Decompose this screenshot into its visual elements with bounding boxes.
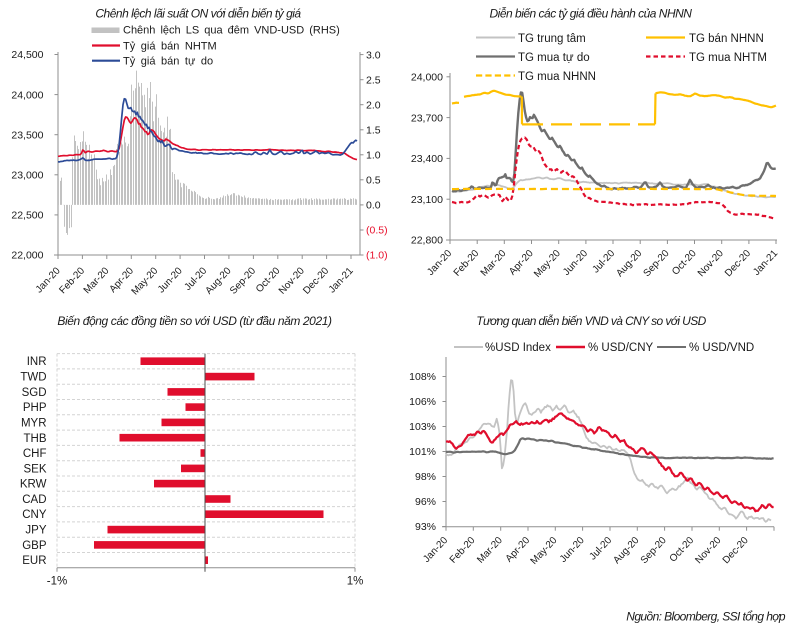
- svg-text:Chênh lệch LS qua đêm VND-USD: Chênh lệch LS qua đêm VND-USD (RHS): [123, 25, 340, 37]
- svg-text:Jan-21: Jan-21: [751, 248, 780, 278]
- svg-text:Nov-20: Nov-20: [693, 535, 723, 566]
- svg-text:MYR: MYR: [21, 417, 47, 429]
- svg-text:Tương quan diễn biến VND và CN: Tương quan diễn biến VND và CNY so với U…: [476, 313, 706, 328]
- svg-text:Mar-20: Mar-20: [475, 535, 505, 566]
- svg-text:Dec-20: Dec-20: [721, 535, 751, 566]
- svg-text:SEK: SEK: [23, 463, 46, 475]
- svg-text:% USD/CNY: % USD/CNY: [588, 342, 654, 354]
- svg-text:1%: 1%: [347, 576, 364, 588]
- svg-text:Diễn biến các tỷ giá điều hành: Diễn biến các tỷ giá điều hành của NHNN: [490, 6, 693, 21]
- svg-text:Jan-20: Jan-20: [425, 248, 454, 278]
- svg-text:TG mua NHTM: TG mua NHTM: [689, 52, 767, 64]
- svg-text:EUR: EUR: [22, 555, 46, 567]
- svg-text:2.0: 2.0: [366, 99, 381, 111]
- svg-text:May-20: May-20: [532, 248, 563, 280]
- svg-text:May-20: May-20: [130, 265, 161, 297]
- svg-text:TG trung tâm: TG trung tâm: [518, 33, 586, 45]
- svg-text:Aug-20: Aug-20: [611, 535, 641, 566]
- svg-text:Oct-20: Oct-20: [668, 535, 697, 565]
- svg-text:Tỷ giá bán tự do: Tỷ giá bán tự do: [123, 56, 213, 68]
- svg-text:24,000: 24,000: [11, 89, 43, 101]
- svg-text:108%: 108%: [409, 371, 436, 383]
- svg-text:3.0: 3.0: [366, 49, 381, 61]
- svg-text:23,700: 23,700: [411, 112, 443, 124]
- svg-text:23,100: 23,100: [411, 194, 443, 206]
- svg-text:Jun-20: Jun-20: [156, 265, 185, 295]
- svg-text:Mar-20: Mar-20: [82, 265, 112, 296]
- svg-text:(1.0): (1.0): [366, 250, 388, 262]
- svg-text:Jun-20: Jun-20: [558, 535, 587, 565]
- svg-text:1.5: 1.5: [366, 124, 381, 136]
- svg-text:Feb-20: Feb-20: [448, 535, 478, 566]
- svg-text:Sep-20: Sep-20: [642, 248, 672, 279]
- svg-text:23,400: 23,400: [411, 153, 443, 165]
- svg-text:Feb-20: Feb-20: [452, 248, 482, 279]
- svg-text:101%: 101%: [409, 446, 436, 458]
- svg-text:Dec-20: Dec-20: [723, 248, 753, 279]
- svg-text:Dec-20: Dec-20: [301, 265, 331, 296]
- svg-text:Jun-20: Jun-20: [561, 248, 590, 278]
- svg-text:2.5: 2.5: [366, 74, 381, 86]
- svg-text:TG bán NHNN: TG bán NHNN: [689, 33, 764, 45]
- svg-text:May-20: May-20: [529, 535, 560, 567]
- svg-text:Jan-21: Jan-21: [327, 265, 356, 295]
- svg-text:CAD: CAD: [22, 494, 46, 506]
- svg-text:1.0: 1.0: [366, 150, 381, 162]
- svg-text:96%: 96%: [415, 496, 436, 508]
- svg-text:Aug-20: Aug-20: [614, 248, 644, 279]
- svg-text:TWD: TWD: [20, 372, 46, 384]
- svg-text:0.5: 0.5: [366, 175, 381, 187]
- svg-text:93%: 93%: [415, 521, 436, 533]
- svg-text:24,000: 24,000: [411, 72, 443, 84]
- svg-text:%USD Index: %USD Index: [485, 342, 551, 354]
- svg-text:0.0: 0.0: [366, 200, 381, 212]
- svg-text:103%: 103%: [409, 421, 436, 433]
- svg-text:Aug-20: Aug-20: [204, 265, 234, 296]
- svg-text:Sep-20: Sep-20: [228, 265, 258, 296]
- svg-text:SGD: SGD: [22, 387, 47, 399]
- svg-text:PHP: PHP: [23, 402, 47, 414]
- svg-text:22,000: 22,000: [11, 250, 43, 262]
- svg-text:(0.5): (0.5): [366, 225, 388, 237]
- svg-text:22,500: 22,500: [11, 210, 43, 222]
- svg-text:% USD/VND: % USD/VND: [689, 342, 754, 354]
- svg-text:Sep-20: Sep-20: [639, 535, 669, 566]
- svg-text:CHF: CHF: [23, 448, 47, 460]
- svg-text:Tỷ giá bán NHTM: Tỷ giá bán NHTM: [123, 40, 217, 52]
- svg-text:INR: INR: [27, 356, 47, 368]
- svg-text:Feb-20: Feb-20: [57, 265, 87, 296]
- svg-text:Biến động các đồng tiền so với: Biến động các đồng tiền so với USD (từ đ…: [57, 314, 332, 328]
- svg-text:Mar-20: Mar-20: [479, 248, 509, 279]
- svg-text:Chênh lệch lãi suất ON với diễ: Chênh lệch lãi suất ON với diễn biến tỷ …: [95, 6, 301, 21]
- svg-text:JPY: JPY: [25, 525, 46, 537]
- svg-text:KRW: KRW: [20, 479, 47, 491]
- svg-text:THB: THB: [24, 433, 47, 445]
- svg-text:Nguồn: Bloomberg, SSI tổng hợp: Nguồn: Bloomberg, SSI tổng hợp: [626, 610, 786, 624]
- svg-text:Nov-20: Nov-20: [696, 248, 726, 279]
- svg-text:Jan-20: Jan-20: [421, 535, 450, 565]
- svg-text:GBP: GBP: [22, 540, 47, 552]
- svg-text:24,500: 24,500: [11, 49, 43, 61]
- svg-text:Oct-20: Oct-20: [670, 248, 699, 278]
- svg-text:106%: 106%: [409, 396, 436, 408]
- svg-text:TG mua NHNN: TG mua NHNN: [518, 71, 596, 83]
- svg-text:Nov-20: Nov-20: [277, 265, 307, 296]
- svg-text:TG mua tự do: TG mua tự do: [518, 52, 590, 64]
- svg-text:-1%: -1%: [47, 576, 67, 588]
- svg-text:CNY: CNY: [22, 509, 47, 521]
- svg-text:98%: 98%: [415, 471, 436, 483]
- svg-text:23,500: 23,500: [11, 129, 43, 141]
- svg-text:23,000: 23,000: [11, 170, 43, 182]
- svg-text:22,800: 22,800: [411, 235, 443, 247]
